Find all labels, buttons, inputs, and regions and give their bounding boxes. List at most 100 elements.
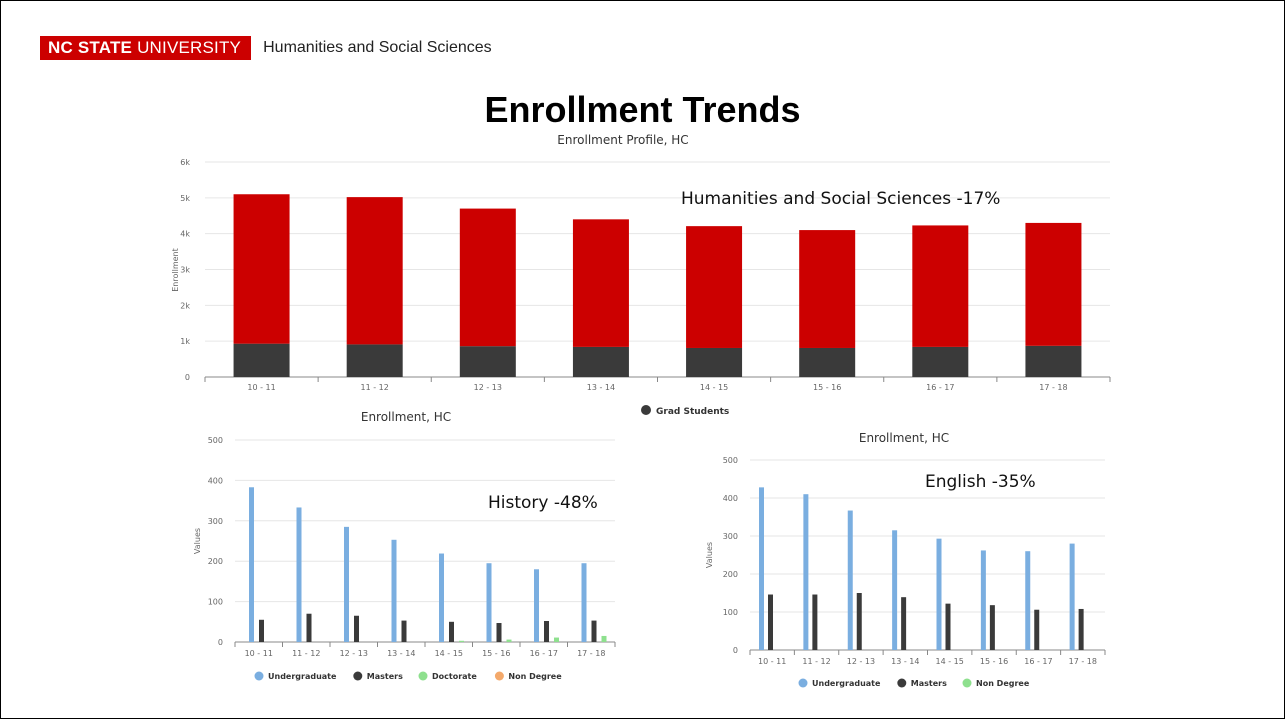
- undergrad-bar: [572, 219, 629, 347]
- english-x-tick: 16 - 17: [1024, 657, 1052, 666]
- history-y-tick: 100: [208, 598, 223, 607]
- english-undergraduate-bar: [936, 538, 942, 650]
- main-y-tick: 4k: [180, 230, 190, 239]
- grad-bar: [799, 347, 856, 377]
- history-doctorate-bar: [601, 635, 607, 642]
- history-x-tick: 15 - 16: [482, 649, 510, 658]
- english-undergraduate-bar: [803, 494, 809, 650]
- english-y-tick: 200: [723, 570, 738, 579]
- undergrad-bar: [686, 226, 743, 348]
- college-name: Humanities and Social Sciences: [263, 39, 492, 56]
- english-y-tick: 100: [723, 608, 738, 617]
- history-legend-marker: [254, 671, 264, 681]
- english-y-tick: 300: [723, 532, 738, 541]
- english-legend-marker: [897, 678, 907, 688]
- english-x-tick: 12 - 13: [847, 657, 875, 666]
- history-y-tick: 200: [208, 557, 223, 566]
- logo-rest: UNIVERSITY: [137, 38, 242, 57]
- main-x-tick: 11 - 12: [361, 383, 389, 392]
- english-undergraduate-bar: [980, 550, 986, 650]
- grad-bar: [572, 346, 629, 377]
- main-x-tick: 10 - 11: [247, 383, 275, 392]
- english-masters-bar: [1034, 609, 1040, 650]
- history-legend-label: Masters: [367, 672, 403, 681]
- english-legend-label: Non Degree: [976, 679, 1030, 688]
- undergrad-bar: [912, 225, 969, 347]
- undergrad-bar: [459, 208, 516, 347]
- history-legend-label: Non Degree: [508, 672, 562, 681]
- history-masters-bar: [496, 623, 502, 642]
- history-undergraduate-bar: [534, 569, 539, 642]
- undergrad-bar: [1025, 222, 1082, 346]
- english-y-tick: 0: [733, 646, 738, 655]
- english-chart-title: Enrollment, HC: [859, 431, 949, 445]
- undergrad-bar: [799, 230, 856, 348]
- main-y-tick: 0: [185, 373, 190, 382]
- history-legend-label: Doctorate: [432, 672, 477, 681]
- english-legend-marker: [962, 678, 972, 688]
- english-legend-label: Undergraduate: [812, 679, 881, 688]
- history-masters-bar: [306, 613, 312, 642]
- english-x-tick: 13 - 14: [891, 657, 919, 666]
- english-masters-bar: [768, 594, 773, 650]
- english-legend-label: Masters: [911, 679, 947, 688]
- grad-bar: [459, 346, 516, 377]
- grad-bar: [686, 347, 743, 377]
- english-undergraduate-bar: [892, 530, 898, 650]
- history-y-tick: 300: [208, 517, 223, 526]
- history-x-tick: 10 - 11: [245, 649, 273, 658]
- main-x-tick: 16 - 17: [926, 383, 954, 392]
- grad-bar: [1025, 345, 1082, 377]
- history-annotation: History -48%: [488, 493, 598, 513]
- history-x-tick: 16 - 17: [530, 649, 558, 658]
- english-x-tick: 15 - 16: [980, 657, 1008, 666]
- history-x-tick: 13 - 14: [387, 649, 415, 658]
- english-masters-bar: [945, 603, 951, 650]
- main-y-tick: 6k: [180, 158, 190, 167]
- history-undergraduate-bar: [296, 507, 302, 642]
- main-x-tick: 12 - 13: [474, 383, 502, 392]
- history-x-tick: 17 - 18: [577, 649, 605, 658]
- history-chart-title: Enrollment, HC: [361, 410, 451, 424]
- main-x-tick: 13 - 14: [587, 383, 615, 392]
- history-doctorate-bar: [459, 640, 464, 642]
- english-undergraduate-bar: [1069, 543, 1075, 650]
- history-undergraduate-bar: [249, 487, 254, 642]
- history-undergraduate-bar: [344, 526, 349, 642]
- english-masters-bar: [812, 594, 818, 650]
- history-legend-marker: [353, 671, 363, 681]
- main-x-tick: 14 - 15: [700, 383, 728, 392]
- main-x-tick: 17 - 18: [1039, 383, 1067, 392]
- history-x-tick: 12 - 13: [340, 649, 368, 658]
- main-y-tick: 5k: [180, 194, 190, 203]
- grad-bar: [346, 344, 403, 377]
- main-x-tick: 15 - 16: [813, 383, 841, 392]
- english-y-tick: 400: [723, 494, 738, 503]
- main-chart-title: Enrollment Profile, HC: [557, 133, 688, 147]
- history-masters-bar: [259, 619, 264, 642]
- history-y-tick: 0: [218, 638, 223, 647]
- main-y-label: Enrollment: [171, 248, 180, 292]
- grad-bar: [233, 343, 290, 377]
- history-legend-marker: [418, 671, 428, 681]
- history-legend-marker: [494, 671, 504, 681]
- english-undergraduate-bar: [1025, 551, 1031, 650]
- main-y-tick: 1k: [180, 337, 190, 346]
- history-y-tick: 400: [208, 476, 223, 485]
- english-masters-bar: [1078, 608, 1084, 650]
- english-y-tick: 500: [723, 456, 738, 465]
- english-masters-bar: [989, 605, 995, 650]
- history-undergraduate-bar: [486, 563, 492, 642]
- history-y-tick: 500: [208, 436, 223, 445]
- history-masters-bar: [591, 620, 597, 642]
- main-annotation: Humanities and Social Sciences -17%: [681, 189, 1001, 209]
- history-masters-bar: [544, 620, 549, 642]
- undergrad-bar: [233, 194, 290, 344]
- history-x-tick: 14 - 15: [435, 649, 463, 658]
- history-undergraduate-bar: [391, 539, 397, 642]
- history-x-tick: 11 - 12: [292, 649, 320, 658]
- history-undergraduate-bar: [439, 553, 444, 642]
